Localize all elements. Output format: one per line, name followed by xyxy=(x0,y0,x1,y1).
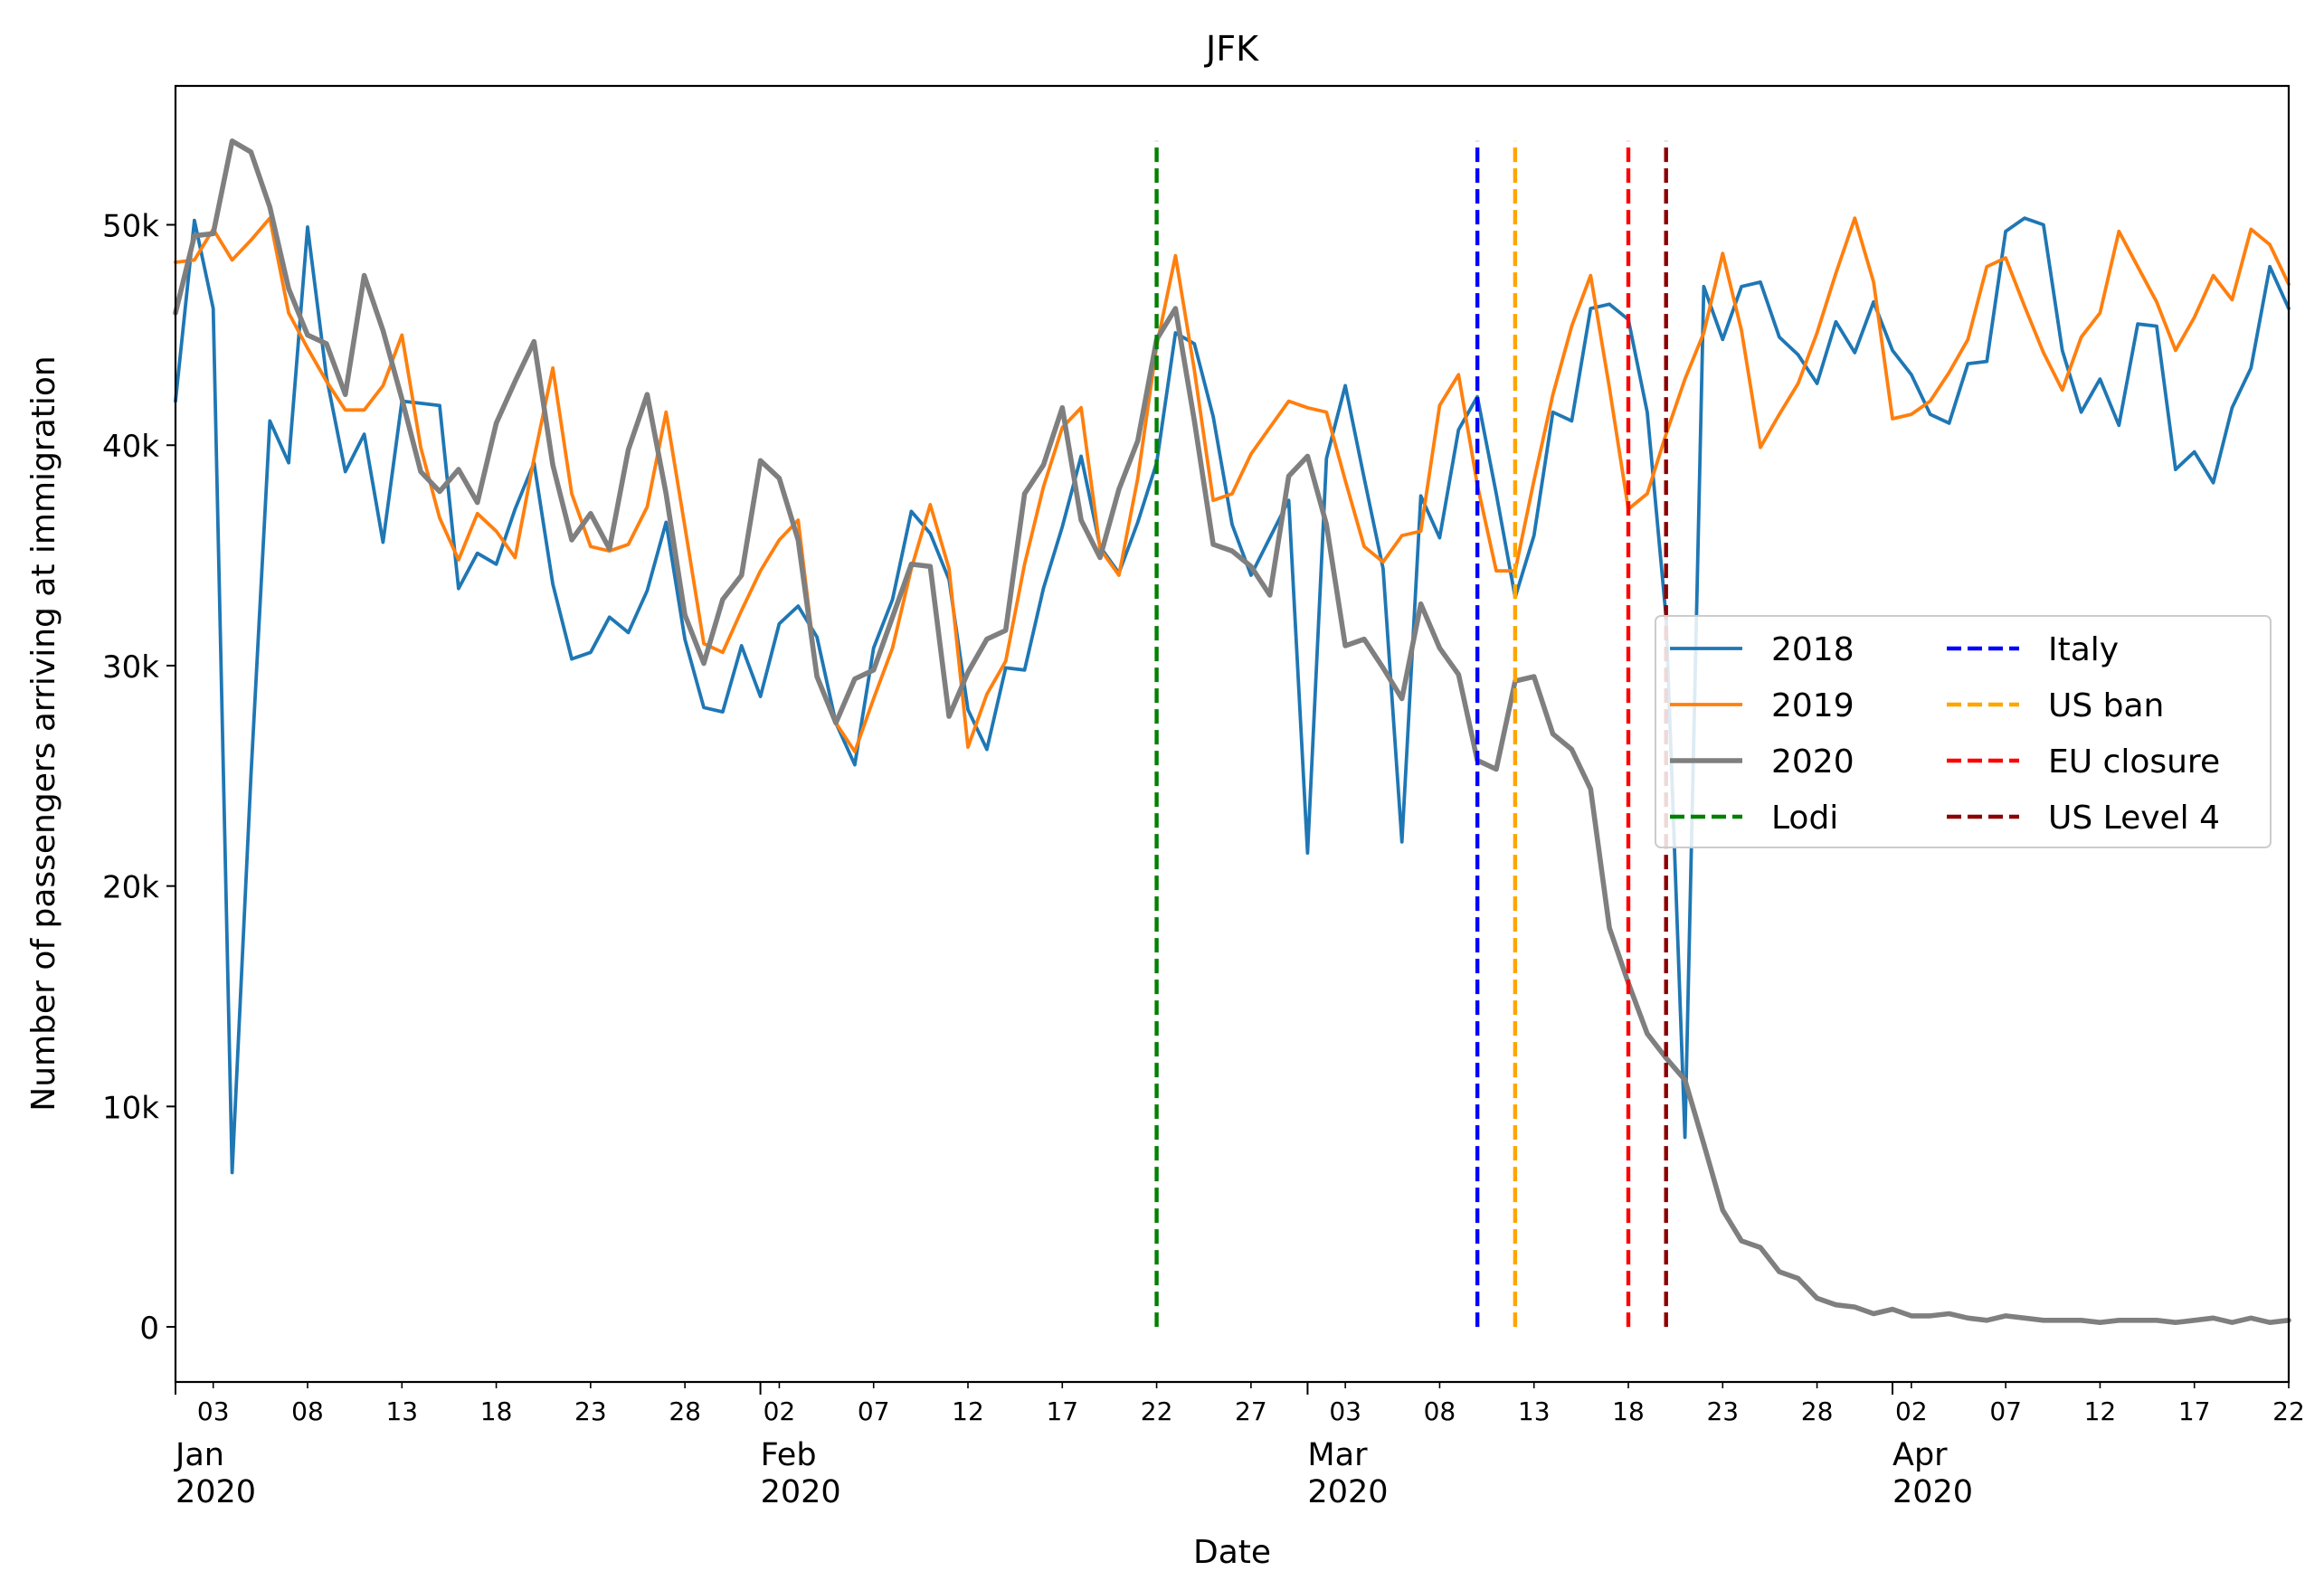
y-tick-label: 20k xyxy=(102,870,159,906)
series-line-2020 xyxy=(173,138,2291,1325)
y-tick-label: 10k xyxy=(102,1090,159,1126)
plot-frame xyxy=(174,84,2291,1384)
legend-label: 2020 xyxy=(1771,743,1854,781)
x-minor-tick-label: 07 xyxy=(858,1396,890,1426)
legend-label: 2019 xyxy=(1771,687,1854,724)
x-year-label: 2020 xyxy=(761,1474,841,1510)
x-year-label: 2020 xyxy=(1892,1474,1973,1510)
legend-label: US Level 4 xyxy=(2048,800,2220,837)
x-month-label: Mar xyxy=(1307,1437,1368,1473)
y-axis-label: Number of passengers arriving at immigra… xyxy=(25,355,62,1111)
x-minor-tick-label: 17 xyxy=(2178,1396,2211,1426)
legend: 2018 2019 2020 Lodi Italy US ban EU closure US … xyxy=(1655,615,2272,848)
x-minor-tick-label: 13 xyxy=(385,1396,418,1426)
x-minor-tick-label: 18 xyxy=(1612,1396,1645,1426)
series-line-2018 xyxy=(174,216,2291,1175)
legend-label: 2018 xyxy=(1771,631,1854,668)
legend-label: Italy xyxy=(2048,631,2119,668)
x-minor-tick-label: 27 xyxy=(1235,1396,1267,1426)
chart-title: JFK xyxy=(1204,29,1259,69)
x-minor-tick-label: 08 xyxy=(1424,1396,1456,1426)
x-minor-tick-label: 18 xyxy=(480,1396,513,1426)
x-minor-tick-label: 23 xyxy=(574,1396,607,1426)
legend-box xyxy=(1655,615,2272,848)
x-minor-tick-label: 02 xyxy=(1895,1396,1928,1426)
axis-ticks: 0 10k 20k 30k 40k 50k 03 08 13 18 23 28 02 07 12 17 22 27… xyxy=(102,209,2305,1510)
x-minor-tick-label: 17 xyxy=(1046,1396,1078,1426)
x-minor-tick-label: 08 xyxy=(291,1396,324,1426)
legend-label: Lodi xyxy=(1771,800,1838,837)
x-minor-tick-label: 02 xyxy=(764,1396,796,1426)
x-minor-tick-label: 28 xyxy=(1801,1396,1834,1426)
y-tick-label: 50k xyxy=(102,209,159,245)
y-tick-label: 40k xyxy=(102,429,159,465)
x-axis-label: Date xyxy=(1193,1534,1271,1571)
x-minor-tick-label: 28 xyxy=(669,1396,701,1426)
legend-label: EU closure xyxy=(2048,743,2220,781)
x-year-label: 2020 xyxy=(175,1474,256,1510)
x-year-label: 2020 xyxy=(1307,1474,1388,1510)
x-minor-tick-label: 23 xyxy=(1706,1396,1739,1426)
x-minor-tick-label: 13 xyxy=(1518,1396,1551,1426)
x-minor-tick-label: 12 xyxy=(952,1396,984,1426)
x-minor-tick-label: 12 xyxy=(2084,1396,2117,1426)
x-minor-tick-label: 22 xyxy=(1141,1396,1173,1426)
x-month-label: Apr xyxy=(1892,1437,1948,1473)
series-line-2019 xyxy=(174,216,2291,753)
plot-area xyxy=(173,138,2291,1328)
x-minor-tick-label: 07 xyxy=(1989,1396,2022,1426)
x-minor-tick-label: 03 xyxy=(1329,1396,1361,1426)
legend-label: US ban xyxy=(2048,687,2164,724)
x-month-label: Jan xyxy=(174,1437,224,1473)
y-tick-label: 30k xyxy=(102,649,159,686)
y-tick-label: 0 xyxy=(139,1311,159,1347)
x-minor-tick-label: 22 xyxy=(2272,1396,2305,1426)
x-month-label: Feb xyxy=(761,1437,817,1473)
x-minor-tick-label: 03 xyxy=(197,1396,230,1426)
